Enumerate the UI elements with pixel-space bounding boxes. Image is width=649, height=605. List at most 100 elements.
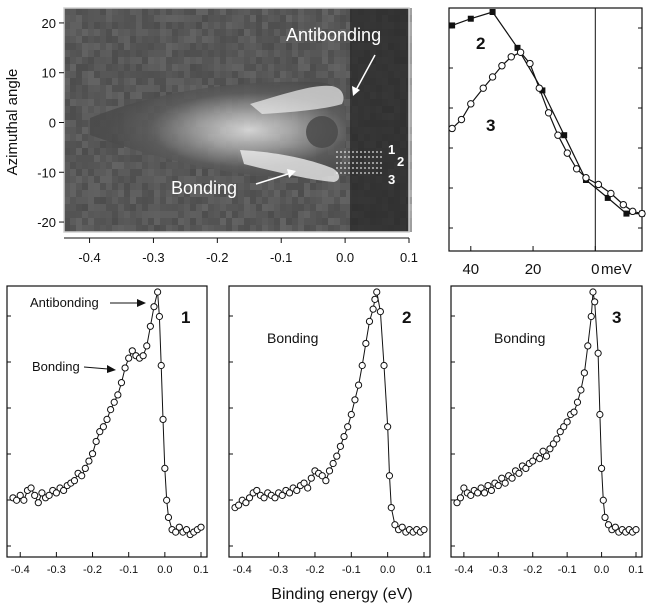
- map-cut-label-2: 2: [397, 154, 404, 169]
- map-pixel: [346, 225, 352, 232]
- map-arrow-bonding: [255, 173, 289, 185]
- map-pixel: [310, 43, 316, 50]
- map-pixel: [94, 225, 100, 232]
- map-pixel: [76, 190, 82, 197]
- map-pixel: [124, 71, 130, 78]
- map-annotation-antibonding: Antibonding: [286, 25, 381, 45]
- map-pixel: [286, 22, 292, 29]
- map-pixel: [304, 183, 310, 190]
- map-pixel: [250, 8, 256, 15]
- map-pixel: [166, 36, 172, 43]
- mdc-series-3-point: [563, 149, 571, 157]
- map-pixel: [94, 176, 100, 183]
- map-pixel: [220, 22, 226, 29]
- map-pixel: [232, 29, 238, 36]
- map-pixel: [232, 78, 238, 85]
- map-pixel: [226, 197, 232, 204]
- map-pixel: [214, 197, 220, 204]
- map-pixel: [136, 15, 142, 22]
- map-pixel: [142, 197, 148, 204]
- map-pixel: [100, 8, 106, 15]
- map-pixel: [202, 183, 208, 190]
- map-pixel: [262, 211, 268, 218]
- edc1-point: [70, 477, 79, 485]
- map-pixel: [88, 92, 94, 99]
- map-pixel: [70, 99, 76, 106]
- map-pixel: [172, 190, 178, 197]
- map-pixel: [136, 43, 142, 50]
- map-pixel: [130, 176, 136, 183]
- map-pixel: [148, 211, 154, 218]
- map-pixel: [250, 225, 256, 232]
- map-pixel: [160, 22, 166, 29]
- map-pixel: [172, 197, 178, 204]
- map-pixel: [166, 50, 172, 57]
- map-pixel: [214, 190, 220, 197]
- map-pixel: [322, 197, 328, 204]
- map-pixel: [334, 64, 340, 71]
- map-pixel: [244, 57, 250, 64]
- map-pixel: [346, 204, 352, 211]
- map-pixel: [178, 162, 184, 169]
- map-pixel: [70, 141, 76, 148]
- map-pixel: [208, 169, 214, 176]
- map-cut-label-3: 3: [388, 172, 395, 187]
- map-pixel: [100, 29, 106, 36]
- map-pixel: [268, 64, 274, 71]
- map-pixel: [274, 50, 280, 57]
- map-x-ticks: -0.4 -0.3 -0.2 -0.1 0.0 0.1: [78, 238, 418, 265]
- edc1-point: [139, 352, 147, 360]
- map-pixel: [322, 204, 328, 211]
- map-pixel: [70, 8, 76, 15]
- mdc-series-3-point: [488, 73, 497, 81]
- map-pixel: [172, 22, 178, 29]
- map-pixel: [298, 8, 304, 15]
- map-pixel: [184, 15, 190, 22]
- map-pixel: [220, 57, 226, 64]
- map-pixel: [262, 43, 268, 50]
- map-pixel: [100, 43, 106, 50]
- map-pixel: [148, 190, 154, 197]
- map-pixel: [196, 15, 202, 22]
- edc2-point: [333, 452, 341, 460]
- map-pixel: [130, 15, 136, 22]
- map-pixel: [70, 183, 76, 190]
- map-pixel: [334, 29, 340, 36]
- map-pixel: [148, 8, 154, 15]
- map-pixel: [70, 204, 76, 211]
- map-pixel: [238, 190, 244, 197]
- map-pixel: [220, 197, 226, 204]
- map-pixel: [208, 22, 214, 29]
- map-pixel: [82, 50, 88, 57]
- map-pixel: [142, 8, 148, 15]
- map-pixel: [172, 43, 178, 50]
- map-pixel: [316, 197, 322, 204]
- map-pixel: [136, 78, 142, 85]
- map-ylabel: Azimuthal angle: [4, 69, 21, 176]
- map-pixel: [106, 148, 112, 155]
- map-pixel: [310, 204, 316, 211]
- map-pixel: [148, 64, 154, 71]
- map-pixel: [322, 8, 328, 15]
- map-pixel: [280, 15, 286, 22]
- map-pixel: [202, 8, 208, 15]
- map-pixel: [100, 57, 106, 64]
- map-pixel: [280, 8, 286, 15]
- edc1-label: 1: [181, 308, 190, 327]
- map-pixel: [148, 162, 154, 169]
- map-pixel: [112, 43, 118, 50]
- map-pixel: [130, 169, 136, 176]
- map-pixel: [184, 85, 190, 92]
- mdc-series-3-point: [554, 131, 562, 139]
- map-pixel: [76, 169, 82, 176]
- map-pixel: [340, 78, 346, 85]
- map-pixel: [328, 197, 334, 204]
- edc3-point: [587, 312, 595, 321]
- map-pixel: [328, 211, 334, 218]
- map-pixel: [106, 176, 112, 183]
- map-pixel: [166, 85, 172, 92]
- map-pixel: [136, 57, 142, 64]
- map-pixel: [136, 190, 142, 197]
- map-y-tick-label: -10: [37, 165, 56, 180]
- edc1-point: [31, 491, 39, 499]
